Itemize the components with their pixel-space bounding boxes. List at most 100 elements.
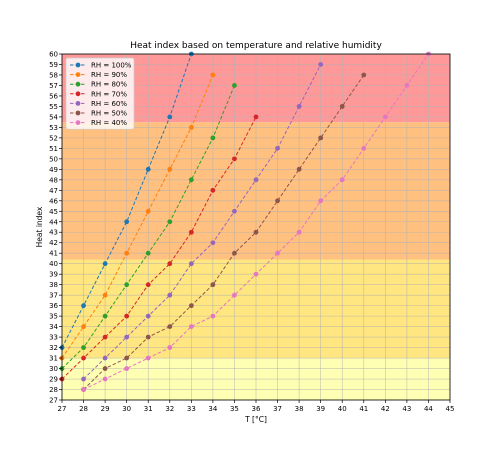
series-point-1 bbox=[145, 208, 151, 214]
series-point-1 bbox=[81, 324, 86, 330]
series-point-4 bbox=[296, 104, 302, 109]
y-tick-label: 50 bbox=[49, 155, 58, 163]
series-point-5 bbox=[188, 303, 194, 309]
y-tick-label: 36 bbox=[49, 302, 58, 310]
series-point-2 bbox=[188, 177, 194, 183]
series-point-1 bbox=[210, 72, 216, 78]
y-tick-label: 60 bbox=[49, 51, 58, 59]
legend-label-2: RH = 80% bbox=[91, 81, 127, 89]
series-point-1 bbox=[167, 166, 173, 172]
legend-label-5: RH = 50% bbox=[91, 110, 127, 118]
x-tick-label: 42 bbox=[381, 405, 390, 413]
y-tick-label: 58 bbox=[49, 71, 58, 79]
series-point-6 bbox=[102, 376, 108, 382]
series-point-5 bbox=[339, 104, 345, 109]
x-tick-label: 45 bbox=[446, 405, 455, 413]
y-tick-label: 51 bbox=[49, 145, 58, 153]
x-tick-label: 32 bbox=[165, 405, 174, 413]
y-tick-label: 32 bbox=[49, 344, 58, 352]
series-point-2 bbox=[210, 135, 216, 141]
series-point-3 bbox=[124, 313, 130, 319]
series-point-6 bbox=[253, 271, 259, 277]
series-point-6 bbox=[296, 229, 302, 235]
y-tick-label: 48 bbox=[49, 176, 58, 184]
series-line-4 bbox=[83, 64, 322, 380]
series-point-3 bbox=[145, 282, 151, 288]
series-point-6 bbox=[361, 145, 367, 151]
x-tick-label: 29 bbox=[101, 405, 110, 413]
series-point-0 bbox=[81, 303, 86, 309]
series-point-4 bbox=[318, 62, 324, 67]
x-tick-label: 35 bbox=[230, 405, 239, 413]
series-point-6 bbox=[275, 250, 280, 256]
legend-marker-2 bbox=[75, 81, 81, 87]
x-tick-label: 30 bbox=[122, 405, 131, 413]
series-line-1 bbox=[61, 74, 214, 359]
series-point-3 bbox=[210, 187, 216, 193]
series-point-0 bbox=[167, 114, 173, 120]
y-tick-label: 53 bbox=[49, 124, 58, 132]
series-point-2 bbox=[81, 345, 86, 350]
series-point-5 bbox=[253, 229, 259, 235]
y-tick-label: 38 bbox=[49, 281, 58, 289]
x-tick-label: 40 bbox=[338, 405, 347, 413]
y-tick-label: 41 bbox=[49, 250, 58, 258]
y-tick-label: 54 bbox=[49, 113, 58, 121]
series-point-4 bbox=[210, 240, 216, 246]
series-point-4 bbox=[253, 177, 259, 183]
legend-marker-5 bbox=[75, 110, 81, 116]
series-point-6 bbox=[124, 366, 130, 371]
legend-marker-1 bbox=[75, 72, 81, 77]
series-point-3 bbox=[253, 114, 259, 120]
series-point-0 bbox=[124, 219, 130, 225]
series-point-6 bbox=[210, 313, 216, 319]
x-tick-label: 34 bbox=[208, 405, 217, 413]
series-point-5 bbox=[275, 198, 280, 204]
y-tick-label: 27 bbox=[49, 397, 58, 405]
legend-marker-0 bbox=[75, 62, 81, 68]
y-tick-label: 44 bbox=[49, 218, 58, 226]
series-point-2 bbox=[102, 313, 108, 319]
y-tick-label: 46 bbox=[49, 197, 58, 205]
legend-label-0: RH = 100% bbox=[91, 62, 132, 70]
series-point-2 bbox=[145, 250, 151, 256]
series-point-5 bbox=[102, 366, 108, 371]
series-point-5 bbox=[296, 166, 302, 172]
series-point-4 bbox=[188, 261, 194, 267]
y-tick-label: 55 bbox=[49, 103, 58, 111]
series-point-0 bbox=[145, 166, 151, 172]
series-point-6 bbox=[81, 387, 86, 392]
x-tick-label: 36 bbox=[252, 405, 261, 413]
series-point-5 bbox=[145, 334, 151, 340]
y-tick-label: 37 bbox=[49, 292, 58, 300]
y-tick-label: 30 bbox=[49, 365, 58, 373]
series-point-5 bbox=[124, 355, 130, 361]
y-tick-label: 45 bbox=[49, 208, 58, 216]
legend-marker-3 bbox=[75, 91, 81, 97]
legend-label-4: RH = 60% bbox=[91, 100, 127, 108]
chart-title: Heat index based on temperature and rela… bbox=[130, 41, 382, 51]
y-tick-label: 28 bbox=[49, 386, 58, 394]
y-tick-label: 33 bbox=[49, 334, 58, 342]
y-tick-label: 59 bbox=[49, 61, 58, 69]
y-tick-label: 43 bbox=[49, 229, 58, 237]
series-point-5 bbox=[361, 72, 367, 78]
y-tick-label: 31 bbox=[49, 355, 58, 363]
series-point-4 bbox=[81, 376, 86, 382]
y-tick-label: 57 bbox=[49, 82, 58, 90]
y-tick-label: 40 bbox=[49, 260, 58, 268]
series-point-1 bbox=[124, 250, 130, 256]
series-point-6 bbox=[382, 114, 388, 120]
y-tick-label: 29 bbox=[49, 376, 58, 384]
x-axis-title: T [°C] bbox=[244, 415, 267, 424]
y-tick-label: 39 bbox=[49, 271, 58, 279]
legend-box bbox=[65, 57, 135, 130]
series-point-0 bbox=[102, 261, 108, 267]
series-point-6 bbox=[404, 83, 410, 88]
series-point-4 bbox=[275, 145, 280, 151]
y-tick-label: 56 bbox=[49, 92, 58, 100]
legend-marker-6 bbox=[75, 120, 81, 125]
x-tick-label: 41 bbox=[359, 405, 368, 413]
series-point-2 bbox=[232, 83, 237, 88]
